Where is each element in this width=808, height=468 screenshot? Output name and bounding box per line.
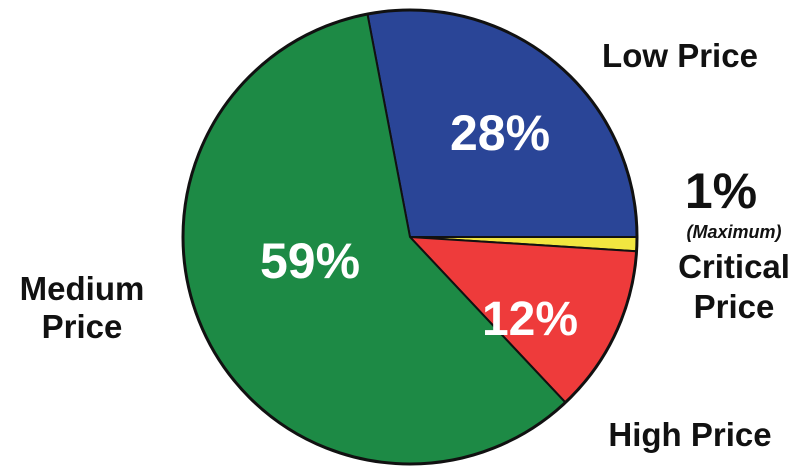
- category-label-critical-price-line2: Price: [694, 288, 775, 325]
- category-label-critical-price-line1: Critical: [678, 248, 790, 285]
- value-label-low-price: 28%: [450, 105, 550, 161]
- category-label-high-price: High Price: [608, 416, 771, 453]
- value-label-critical-price: 1%: [685, 163, 757, 219]
- pie-outline: [181, 8, 639, 466]
- pie-slices: [181, 8, 639, 466]
- category-label-medium-price-line1: Medium: [20, 270, 145, 307]
- category-label-low-price: Low Price: [602, 37, 758, 74]
- note-critical-price: (Maximum): [686, 222, 781, 242]
- value-label-high-price: 12%: [482, 293, 578, 346]
- category-label-medium-price-line2: Price: [42, 308, 123, 345]
- value-label-medium-price: 59%: [260, 233, 360, 289]
